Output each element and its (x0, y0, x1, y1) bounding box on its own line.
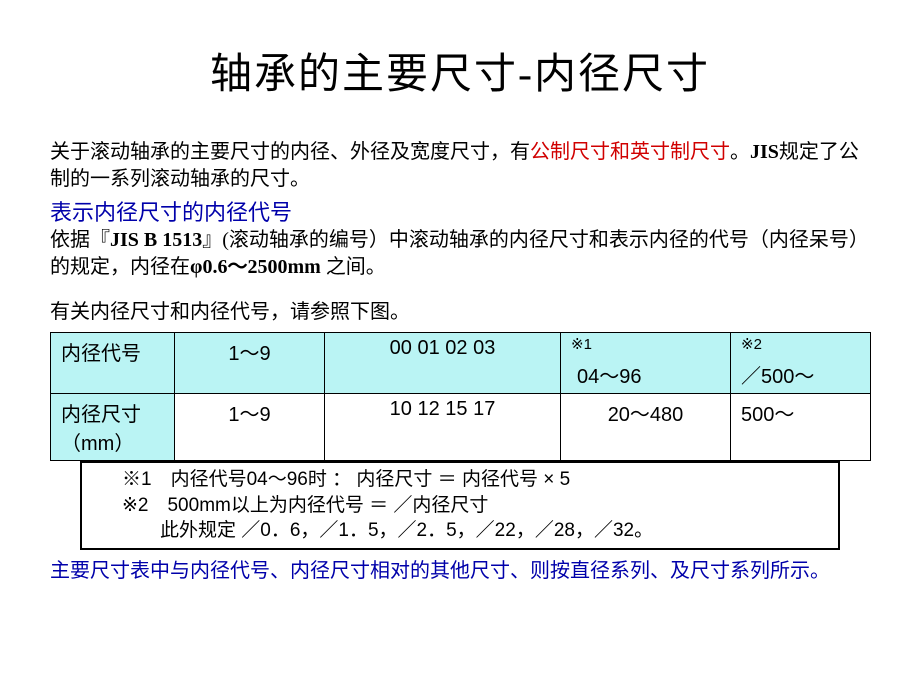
table-wrap: 内径代号 1～9 00 01 02 03 ※1 04～96 ※2 ／500～ 内… (50, 332, 870, 550)
bore-code-table: 内径代号 1～9 00 01 02 03 ※1 04～96 ※2 ／500～ 内… (50, 332, 871, 461)
th-c4-sup: ※2 (741, 336, 762, 353)
th-label: 内径代号 (51, 333, 175, 394)
p1-highlight: 公制尺寸和英寸制尺寸 (530, 141, 730, 163)
p1-text-b: 。 (730, 141, 750, 163)
note-2: ※2 500mm以上为内径代号 ＝ ／内径尺寸 (122, 493, 818, 519)
paragraph-2: 依据『JIS B 1513』(滚动轴承的编号）中滚动轴承的内径尺寸和表示内径的代… (50, 227, 870, 281)
th-c4: ※2 ／500～ (731, 333, 871, 394)
th-c3-sup: ※1 (571, 336, 592, 353)
td-label: 内径尺寸（mm） (51, 394, 175, 461)
p1-text-a: 关于滚动轴承的主要尺寸的内径、外径及宽度尺寸，有 (50, 141, 530, 163)
td-c2: 10 12 15 17 (325, 394, 561, 461)
p2-phi: φ0.6～2500mm (190, 256, 321, 278)
paragraph-3: 有关内径尺寸和内径代号，请参照下图。 (50, 299, 870, 326)
th-c3: ※1 04～96 (561, 333, 731, 394)
slide: 轴承的主要尺寸-内径尺寸 关于滚动轴承的主要尺寸的内径、外径及宽度尺寸，有公制尺… (0, 0, 920, 615)
note-3: 此外规定 ／0．6，／1．5，／2．5，／22，／28，／32。 (122, 518, 818, 544)
td-c1: 1～9 (175, 394, 325, 461)
page-title: 轴承的主要尺寸-内径尺寸 (50, 40, 870, 101)
note-1: ※1 内径代号04～96时 ： 内径尺寸 ＝ 内径代号 × 5 (122, 467, 818, 493)
td-c4: 500～ (731, 394, 871, 461)
footer-text: 主要尺寸表中与内径代号、内径尺寸相对的其他尺寸、则按直径系列、及尺寸系列所示。 (50, 558, 870, 585)
p1-jis: JIS (750, 141, 779, 163)
p2-text-c: 之间。 (321, 256, 386, 278)
th-c2: 00 01 02 03 (325, 333, 561, 394)
table-row: 内径尺寸（mm） 1～9 10 12 15 17 20～480 500～ (51, 394, 871, 461)
paragraph-1: 关于滚动轴承的主要尺寸的内径、外径及宽度尺寸，有公制尺寸和英寸制尺寸。JIS规定… (50, 139, 870, 193)
table-header-row: 内径代号 1～9 00 01 02 03 ※1 04～96 ※2 ／500～ (51, 333, 871, 394)
subtitle: 表示内径尺寸的内径代号 (50, 195, 870, 227)
th-c4-val: ／500～ (741, 366, 814, 388)
th-c3-val: 04～96 (571, 366, 642, 388)
notes-box: ※1 内径代号04～96时 ： 内径尺寸 ＝ 内径代号 × 5 ※2 500mm… (80, 461, 840, 550)
td-c3: 20～480 (561, 394, 731, 461)
p2-text-a: 依据『 (50, 229, 110, 251)
th-c1: 1～9 (175, 333, 325, 394)
p2-jis-code: JIS B 1513 (110, 229, 202, 251)
